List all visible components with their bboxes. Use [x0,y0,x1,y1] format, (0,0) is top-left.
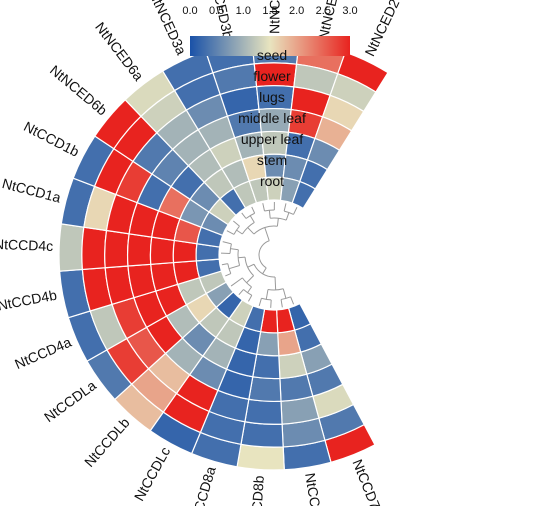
heatmap-cell [150,237,174,264]
color-scale-tick-label: 1.5 [262,5,277,17]
heatmap-cell [241,422,283,447]
gene-label: NtCCD8b [247,475,267,506]
gene-label: NtCCD8a [187,464,219,506]
track-label: middle leaf [238,110,306,126]
dendrogram-branch [227,231,234,235]
dendrogram-branch [269,210,270,218]
dendrogram-branch [259,298,261,306]
dendrogram-branch [266,289,268,299]
heatmap-cell [237,444,284,470]
gene-label: NtNCED6a [92,19,147,84]
dendrogram-branch [291,297,294,304]
dendrogram-branch [283,289,286,299]
color-scale-tick-label: 0.0 [182,5,197,17]
track-label: upper leaf [241,131,303,147]
dendrogram-branch [277,218,278,226]
dendrogram-branch [237,230,243,234]
dendrogram-branch [284,203,286,211]
color-scale-tick-label: 1.0 [236,5,251,17]
heatmap-cell [59,224,84,271]
dendrogram-branch [248,287,252,293]
gene-label: NtCCDLa [41,377,99,425]
track-label: lugs [259,89,285,105]
heatmap-cell [249,377,281,402]
gene-label: NtCCD1b [21,118,82,160]
dendrogram-branch [263,268,267,274]
gene-label: NtCCDLb [81,414,133,470]
dendrogram-branch [230,249,238,250]
dendrogram-branch [248,264,254,267]
dendrogram-branch [252,207,255,213]
dendrogram-branch [265,228,269,241]
gene-label: NtCCD7a [302,472,327,506]
gene-label: NtCCD1a [1,175,63,206]
dendrogram-branch [239,289,244,294]
gene-label: NtCCDLc [131,444,174,504]
dendrogram-branch [242,213,246,219]
color-scale-tick-label: 2.5 [316,5,331,17]
dendrogram-branch [238,257,245,258]
dendrogram-branch [225,274,231,276]
dendrogram-branch [250,216,254,223]
color-scale-tick-label: 0.5 [209,5,224,17]
dendrogram-branch [222,264,228,265]
dendrogram-branch [286,213,289,221]
color-scale-tick-label: 3.0 [342,5,357,17]
gene-label: NtNCED2 [361,0,402,59]
dendrogram-branch [294,207,297,214]
dendrogram-branch [259,241,269,268]
track-label: flower [253,68,290,84]
gene-label: NtNCED6b [47,62,111,119]
dendrogram-branch [248,228,254,234]
gene-label: NtCCD4a [12,334,74,372]
dendrogram-branch [233,221,239,226]
heatmap-cell [82,227,107,269]
dendrogram-branch [275,277,276,290]
heatmap-cell [105,231,129,268]
gene-label: NtCCD4b [0,287,58,314]
dendrogram-branch [263,203,265,211]
track-label: seed [257,47,287,63]
gene-label: NtCCD7b [349,457,386,506]
track-label: stem [257,152,287,168]
dendrogram-branch [223,242,232,244]
dendrogram-branch [281,299,282,307]
dendrogram-branch [248,295,251,301]
dendrogram-branch [231,278,242,286]
track-label: root [260,173,284,189]
heatmap-cell [253,354,280,378]
dendrogram-branch [229,265,240,268]
heatmap-cell [128,234,152,266]
gene-label: NtCCD4c [0,236,53,254]
dendrogram-branch [247,276,254,283]
color-scale-tick-label: 2.0 [289,5,304,17]
heatmap-cell [245,399,282,424]
